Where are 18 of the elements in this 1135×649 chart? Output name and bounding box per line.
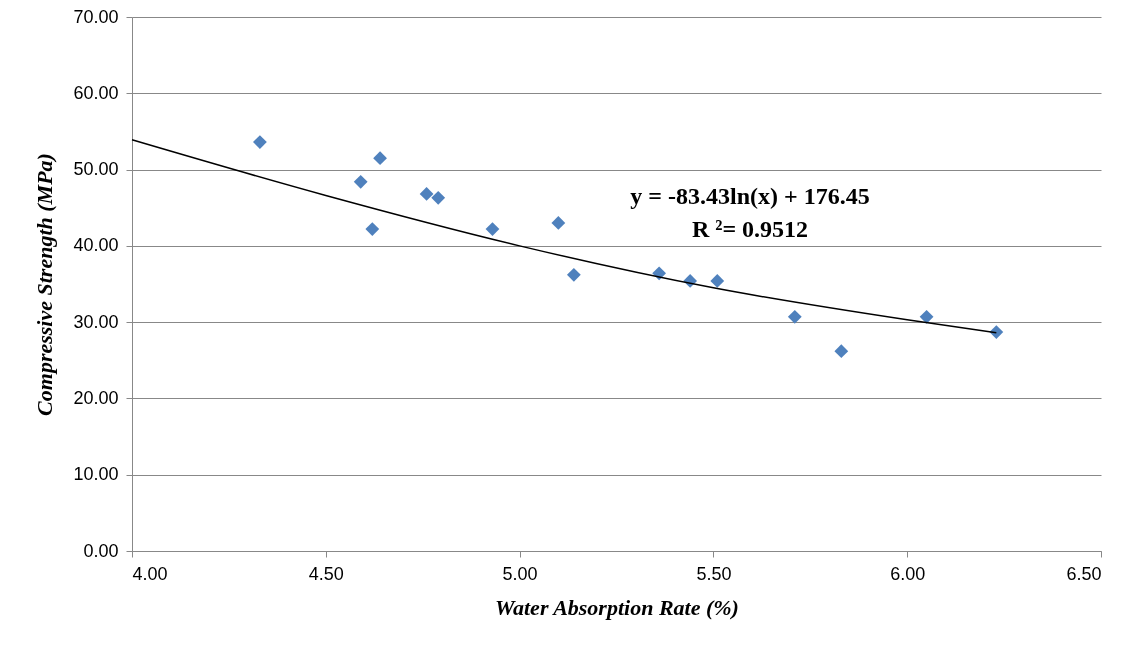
x-tick-label: 5.00: [502, 563, 538, 584]
x-tick-label: 6.00: [890, 563, 926, 584]
x-tick-label: 5.50: [696, 563, 732, 584]
y-tick-label: 50.00: [73, 159, 119, 180]
x-axis-title: Water Absorption Rate (%): [495, 594, 739, 620]
annotation: R ²= 0.9512: [691, 216, 809, 242]
y-tick-label: 70.00: [73, 6, 119, 27]
x-tick-label: 4.00: [132, 563, 168, 584]
y-tick-label: 20.00: [73, 387, 119, 408]
x-tick-label: 6.50: [1066, 563, 1102, 584]
x-tick-label: 4.50: [308, 563, 344, 584]
y-tick-label: 0.00: [83, 540, 119, 561]
y-tick-label: 60.00: [73, 82, 119, 103]
y-tick-label: 40.00: [73, 235, 119, 256]
y-axis-title: Compressive Strength (MPa): [32, 153, 58, 416]
annotation: y = -83.43ln(x) + 176.45: [630, 183, 870, 209]
y-tick-label: 30.00: [73, 311, 119, 332]
y-tick-label: 10.00: [73, 464, 119, 485]
